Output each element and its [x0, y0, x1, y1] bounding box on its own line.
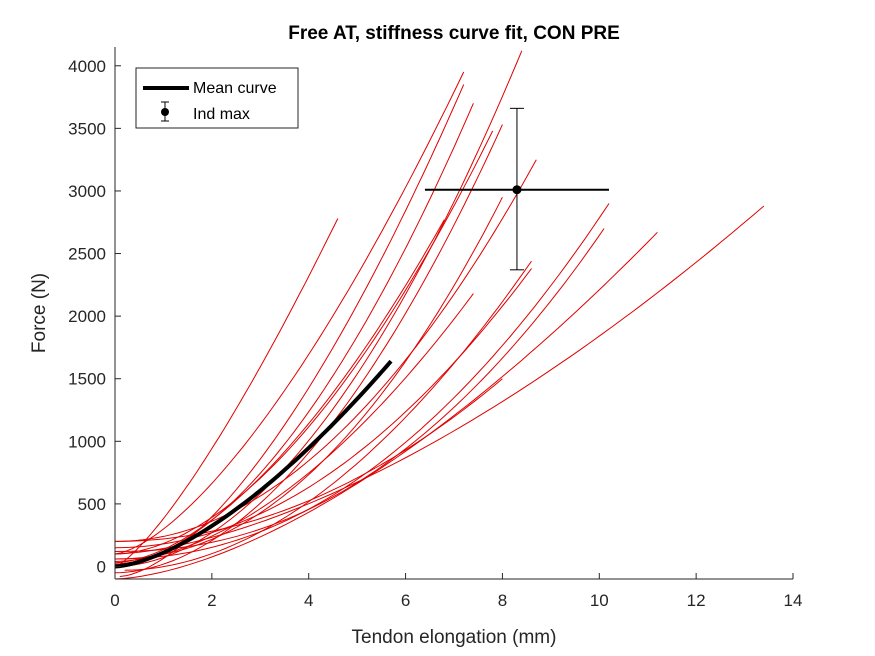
- x-tick-label: 6: [401, 591, 410, 610]
- individual-curve-3: [115, 71, 465, 555]
- individual-curve-1: [115, 218, 339, 567]
- individual-curve-2: [115, 219, 445, 564]
- x-tick-label: 14: [784, 591, 803, 610]
- y-tick-label: 1500: [68, 370, 106, 389]
- ind-max-errorbar: [424, 107, 609, 271]
- individual-curve-18: [115, 378, 503, 542]
- individual-curve-17: [115, 205, 765, 555]
- legend-indmax-swatch: [161, 101, 169, 122]
- legend-mean-label: Mean curve: [193, 80, 277, 97]
- legend-indmax-label: Ind max: [193, 106, 250, 123]
- plot-area: [115, 50, 765, 579]
- individual-curve-11: [115, 293, 474, 562]
- y-tick-label: 2000: [68, 307, 106, 326]
- y-tick-label: 0: [97, 557, 106, 576]
- mean-curve: [115, 359, 393, 569]
- x-tick-label: 12: [687, 591, 706, 610]
- axes: [114, 47, 794, 580]
- individual-curve-16: [115, 231, 658, 579]
- individual-curve-9: [115, 159, 537, 542]
- individual-curve-6: [115, 124, 503, 574]
- y-tick-label: 2500: [68, 245, 106, 264]
- individual-curve-14: [115, 203, 610, 560]
- individual-curve-4: [119, 84, 465, 577]
- legend-box: [135, 67, 299, 129]
- chart-title: Free AT, stiffness curve fit, CON PRE: [288, 23, 620, 44]
- individual-curve-13: [115, 268, 532, 549]
- x-tick-label: 2: [207, 591, 216, 610]
- legend: Mean curve Ind max: [135, 67, 299, 129]
- y-tick-label: 1000: [68, 432, 106, 451]
- x-axis-label: Tendon elongation (mm): [352, 627, 557, 648]
- x-tick-label: 10: [590, 591, 609, 610]
- y-tick-label: 500: [78, 495, 106, 514]
- x-tick-label: 0: [110, 591, 119, 610]
- y-axis-label: Force (N): [29, 273, 50, 353]
- y-tick-labels: 0 500 1000 1500 2000 2500 3000 3500 4000: [68, 57, 106, 577]
- y-tick-label: 3000: [68, 182, 106, 201]
- y-tick-label: 3500: [68, 119, 106, 138]
- x-tick-label: 4: [304, 591, 313, 610]
- x-tick-label: 8: [498, 591, 507, 610]
- ind-max-point: [512, 185, 522, 195]
- x-tick-labels: 0 2 4 6 8 10 12 14: [110, 591, 802, 610]
- y-tick-label: 4000: [68, 57, 106, 76]
- individual-curve-10: [115, 196, 503, 560]
